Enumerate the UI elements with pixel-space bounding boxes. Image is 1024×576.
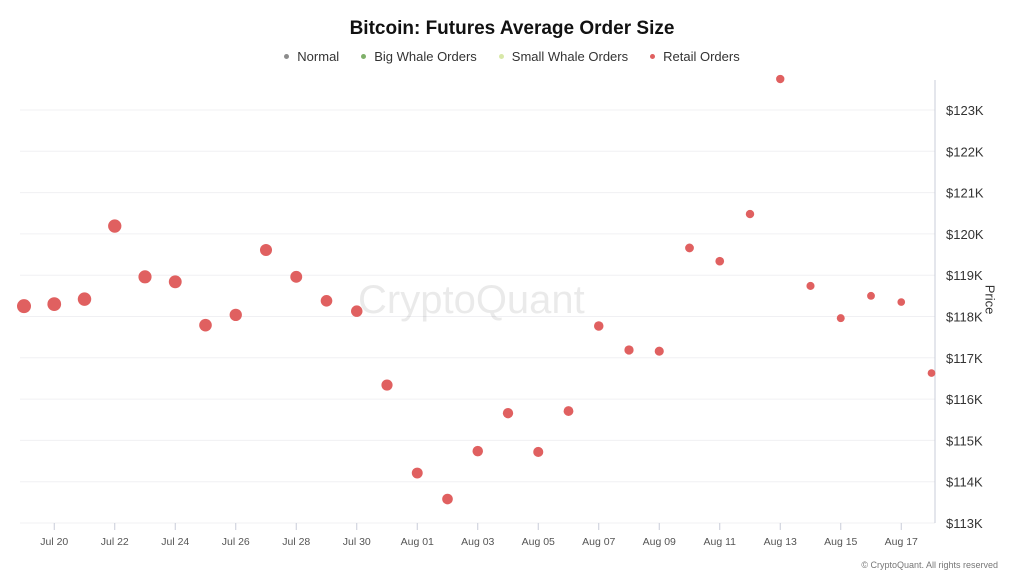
x-tick-label: Aug 09: [643, 536, 676, 548]
legend-marker: [650, 54, 656, 59]
data-point[interactable]: [685, 243, 694, 253]
data-point[interactable]: [77, 292, 92, 306]
data-point[interactable]: [715, 256, 725, 266]
legend-item-big-whale[interactable]: Big Whale Orders: [361, 49, 477, 64]
y-tick-label: $116K: [946, 392, 983, 407]
data-point[interactable]: [259, 243, 273, 257]
chart-title: Bitcoin: Futures Average Order Size: [349, 18, 675, 39]
y-tick-label: $123K: [946, 103, 984, 118]
data-point[interactable]: [593, 321, 604, 331]
watermark: CryptoQuant: [358, 278, 585, 322]
x-tick-label: Aug 07: [582, 536, 615, 548]
legend-item-retail[interactable]: Retail Orders: [650, 49, 740, 64]
data-point[interactable]: [290, 270, 303, 283]
data-point[interactable]: [654, 346, 664, 356]
y-tick-label: $120K: [946, 227, 984, 242]
data-point[interactable]: [47, 297, 62, 311]
data-point[interactable]: [320, 294, 333, 307]
y-tick-label: $115K: [946, 433, 983, 448]
data-point[interactable]: [168, 275, 182, 289]
legend-item-small-whale[interactable]: Small Whale Orders: [498, 49, 629, 64]
legend: Normal Big Whale Orders Small Whale Orde…: [0, 49, 1024, 64]
legend-label: Small Whale Orders: [511, 49, 629, 64]
data-point[interactable]: [927, 369, 936, 377]
y-tick-label: $114K: [946, 475, 983, 490]
y-tick-label: $122K: [946, 144, 984, 159]
x-axis-ticks: Jul 20 Jul 22 Jul 24 Jul 26 Jul 28 Jul 30 Aug …: [40, 523, 918, 548]
x-tick-label: Jul 26: [222, 536, 250, 548]
x-tick-label: Jul 24: [161, 536, 189, 548]
data-point[interactable]: [533, 446, 544, 458]
data-point[interactable]: [381, 379, 393, 391]
data-point[interactable]: [836, 314, 845, 323]
x-tick-label: Aug 05: [522, 536, 555, 548]
x-tick-label: Aug 15: [824, 536, 857, 548]
y-tick-label: $117K: [946, 351, 983, 366]
data-point[interactable]: [138, 270, 152, 284]
data-point[interactable]: [351, 305, 363, 317]
data-point[interactable]: [806, 281, 815, 290]
x-tick-label: Jul 22: [101, 536, 129, 548]
x-tick-label: Jul 28: [282, 536, 310, 548]
copyright-credit: © CryptoQuant. All rights reserved: [861, 560, 998, 570]
y-tick-label: $119K: [946, 268, 983, 283]
x-tick-label: Jul 20: [40, 536, 68, 548]
x-tick-label: Aug 13: [764, 536, 797, 548]
data-point[interactable]: [199, 318, 212, 332]
x-tick-label: Aug 03: [461, 536, 494, 548]
data-point[interactable]: [442, 493, 453, 505]
y-axis-ticks: $113K $114K $115K $116K $117K $118K $119K $120K…: [946, 103, 984, 531]
y-axis-label: Price: [982, 284, 998, 315]
legend-marker: [498, 54, 504, 59]
data-point[interactable]: [867, 291, 875, 300]
data-point[interactable]: [776, 74, 785, 84]
legend-marker: [284, 54, 290, 59]
legend-item-normal[interactable]: Normal: [284, 49, 339, 64]
y-tick-label: $113K: [946, 516, 983, 531]
y-tick-label: $121K: [946, 186, 984, 201]
legend-label: Big Whale Orders: [374, 49, 477, 64]
data-points: [17, 74, 936, 505]
data-point[interactable]: [411, 467, 423, 479]
data-point[interactable]: [472, 445, 484, 457]
y-tick-label: $118K: [946, 310, 983, 325]
x-tick-label: Aug 01: [401, 536, 434, 548]
data-point[interactable]: [897, 298, 906, 306]
data-point[interactable]: [745, 209, 755, 219]
x-tick-label: Jul 30: [343, 536, 371, 548]
legend-label: Retail Orders: [663, 49, 740, 64]
data-point[interactable]: [563, 406, 574, 416]
data-point[interactable]: [108, 219, 122, 233]
legend-marker: [361, 54, 367, 59]
x-tick-label: Aug 11: [704, 536, 737, 548]
data-point[interactable]: [624, 345, 634, 355]
gridlines: [20, 109, 935, 524]
data-point[interactable]: [502, 407, 514, 419]
legend-label: Normal: [297, 49, 340, 64]
data-point[interactable]: [17, 299, 31, 314]
data-point[interactable]: [229, 308, 242, 322]
x-tick-label: Aug 17: [885, 536, 918, 548]
